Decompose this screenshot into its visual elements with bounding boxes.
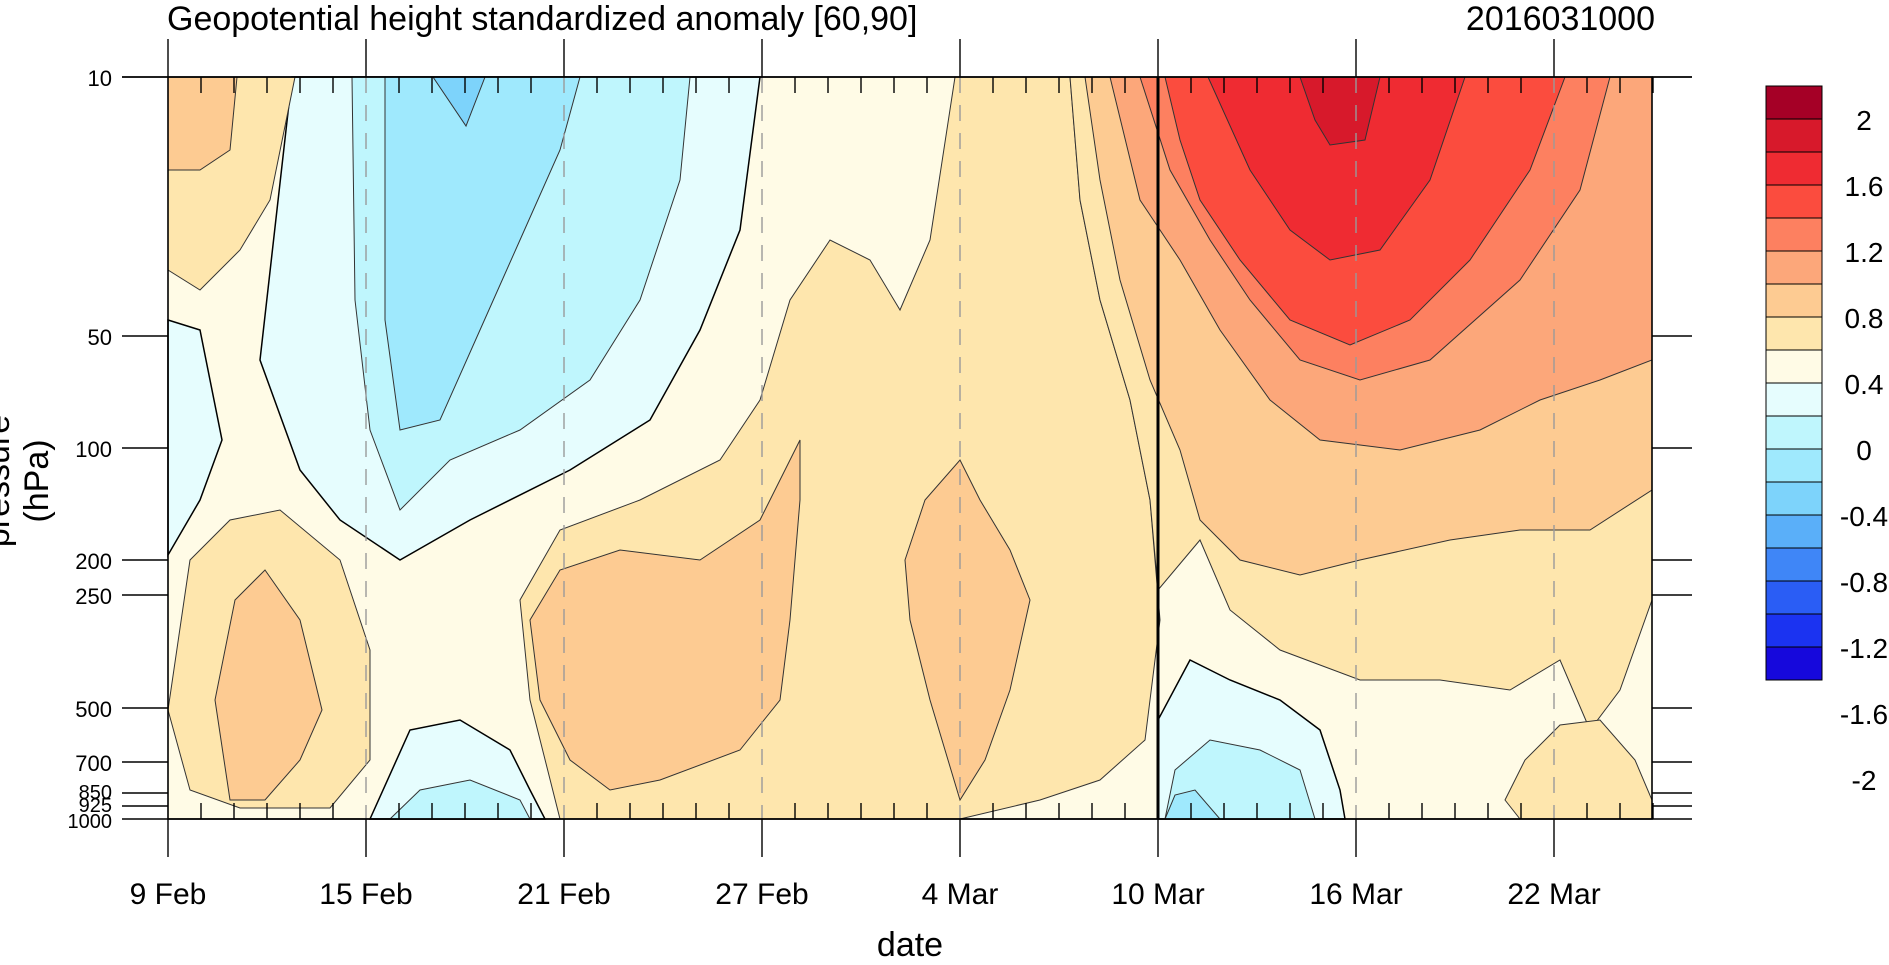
y-tick-label-1000: 1000 <box>68 811 113 833</box>
colorbar-label-neg-1.2: -1.2 <box>1840 633 1888 664</box>
colorbar <box>1765 85 1823 681</box>
x-tick-label-10-mar: 10 Mar <box>1111 878 1204 911</box>
colorbar-label-neg-1.6: -1.6 <box>1840 699 1888 730</box>
x-grid-lines <box>365 77 1555 819</box>
colorbar-swatch <box>1765 382 1823 417</box>
colorbar-swatch <box>1765 250 1823 285</box>
x-axis-ticks <box>167 39 1654 857</box>
x-tick-label-9-feb: 9 Feb <box>130 878 207 911</box>
colorbar-label-0.8: 0.8 <box>1845 303 1884 334</box>
x-tick-label-27-feb: 27 Feb <box>715 878 808 911</box>
colorbar-labels: 2 1.6 1.2 0.8 0.4 0 -0.4 -0.8 -1.2 -1.6 … <box>1840 105 1888 796</box>
colorbar-label-1.6: 1.6 <box>1845 171 1884 202</box>
y-tick-label-10: 10 <box>88 66 112 91</box>
colorbar-swatch <box>1765 151 1823 186</box>
y-tick-label-50: 50 <box>88 325 112 350</box>
y-axis-label: pressure (hPa) <box>0 414 56 548</box>
y-tick-label-850: 850 <box>79 782 112 804</box>
y-tick-label-100: 100 <box>75 437 112 462</box>
y-tick-label-250: 250 <box>75 584 112 609</box>
colorbar-label-1.2: 1.2 <box>1845 237 1884 268</box>
colorbar-swatch <box>1765 415 1823 450</box>
plot-area <box>167 76 1653 820</box>
colorbar-swatch <box>1765 613 1823 648</box>
region-pos-center-0.4b <box>904 459 1031 802</box>
colorbar-swatch <box>1765 646 1823 681</box>
colorbar-swatch <box>1765 85 1823 120</box>
colorbar-swatch <box>1765 481 1823 516</box>
x-tick-label-22-mar: 22 Mar <box>1507 878 1600 911</box>
chart-title: Geopotential height standardized anomaly… <box>167 0 918 38</box>
x-axis-labels: 9 Feb 15 Feb 21 Feb 27 Feb 4 Mar 10 Mar … <box>130 878 1601 911</box>
y-tick-label-700: 700 <box>75 751 112 776</box>
y-tick-label-200: 200 <box>75 549 112 574</box>
region-pos-center-0.4a <box>529 439 801 791</box>
x-tick-label-15-feb: 15 Feb <box>319 878 412 911</box>
region-pos-right-1.6 <box>1207 76 1466 261</box>
colorbar-label-neg-2: -2 <box>1852 765 1877 796</box>
colorbar-swatch <box>1765 217 1823 252</box>
colorbar-swatch <box>1765 118 1823 153</box>
region-neg-0.4to-0.6 <box>384 76 581 431</box>
colorbar-label-neg-0.4: -0.4 <box>1840 501 1888 532</box>
x-tick-label-21-feb: 21 Feb <box>517 878 610 911</box>
y-tick-label-500: 500 <box>75 697 112 722</box>
chart-timestamp: 2016031000 <box>1465 0 1655 38</box>
colorbar-swatch <box>1765 283 1823 318</box>
region-pos-lowerleft-0.4 <box>214 569 323 801</box>
y-tick-label-925: 925 <box>79 795 112 817</box>
y-axis: 10 50 100 200 250 500 700 850 925 1000 <box>68 66 1692 833</box>
colorbar-swatch <box>1765 349 1823 384</box>
colorbar-label-2: 2 <box>1856 105 1872 136</box>
colorbar-label-neg-0.8: -0.8 <box>1840 567 1888 598</box>
colorbar-swatch <box>1765 580 1823 615</box>
colorbar-swatch <box>1765 184 1823 219</box>
x-tick-label-16-mar: 16 Mar <box>1309 878 1402 911</box>
colorbar-swatch <box>1765 448 1823 483</box>
colorbar-swatch <box>1765 547 1823 582</box>
colorbar-label-0.4: 0.4 <box>1845 369 1884 400</box>
x-axis-label: date <box>876 926 944 964</box>
colorbar-swatch <box>1765 316 1823 351</box>
colorbar-label-0: 0 <box>1856 435 1872 466</box>
colorbar-swatch <box>1765 514 1823 549</box>
x-tick-label-4-mar: 4 Mar <box>922 878 999 911</box>
